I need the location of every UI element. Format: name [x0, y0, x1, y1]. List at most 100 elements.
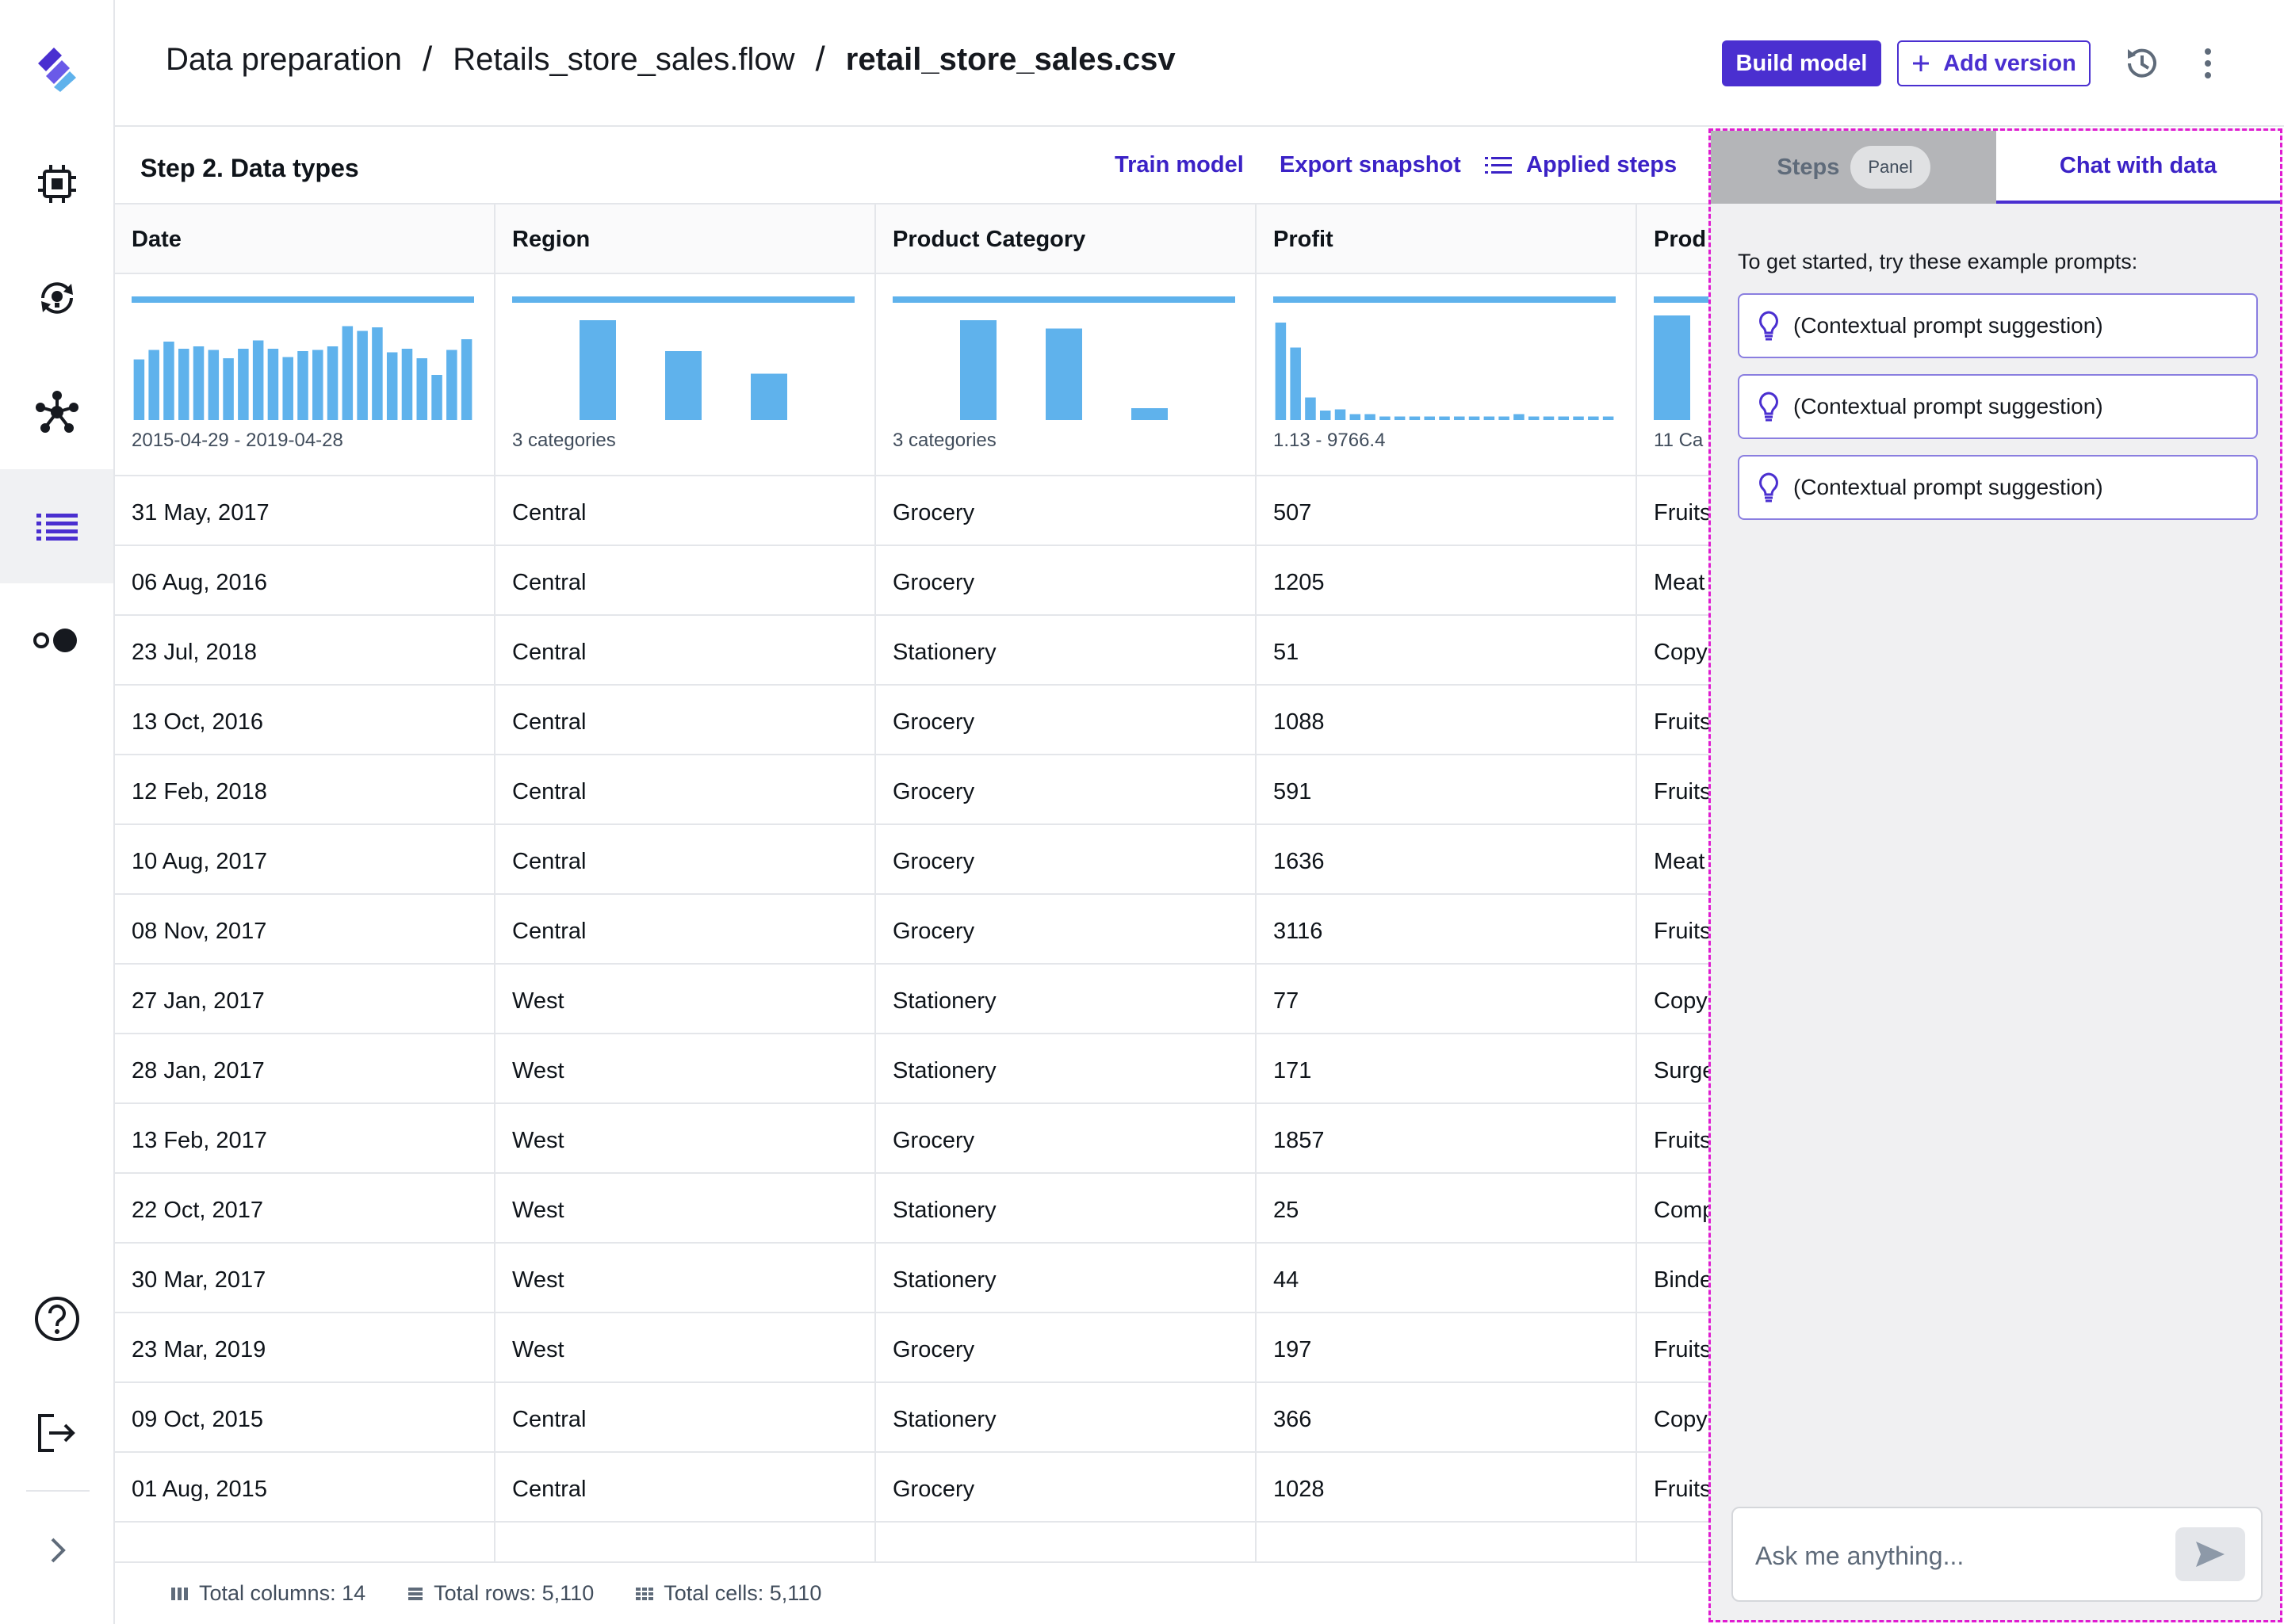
table-cell[interactable]: Central	[495, 755, 874, 825]
nav-refresh[interactable]	[0, 241, 113, 355]
build-model-button[interactable]: Build model	[1722, 40, 1881, 86]
table-cell[interactable]: 13 Feb, 2017	[115, 1104, 494, 1174]
table-cell[interactable]: Central	[495, 686, 874, 755]
table-cell[interactable]: 13 Oct, 2016	[115, 686, 494, 755]
export-snapshot-link[interactable]: Export snapshot	[1280, 152, 1461, 178]
table-cell[interactable]: 23 Mar, 2019	[115, 1313, 494, 1383]
table-cell[interactable]: 10 Aug, 2017	[115, 825, 494, 895]
table-cell[interactable]: Grocery	[876, 1104, 1255, 1174]
table-cell[interactable]: 01 Aug, 2015	[115, 1453, 494, 1523]
table-cell[interactable]: 1636	[1257, 825, 1636, 895]
column-histogram[interactable]: 2015-04-29 - 2019-04-28	[115, 274, 494, 476]
breadcrumb-data-preparation[interactable]: Data preparation	[166, 41, 402, 77]
table-cell[interactable]: 1857	[1257, 1104, 1636, 1174]
table-cell[interactable]: 197	[1257, 1313, 1636, 1383]
table-cell[interactable]: West	[495, 1174, 874, 1244]
column-histogram[interactable]: 1.13 - 9766.4	[1257, 274, 1636, 476]
table-cell[interactable]: 51	[1257, 616, 1636, 686]
table-cell[interactable]: 22 Oct, 2017	[115, 1174, 494, 1244]
table-cell[interactable]: Fruits	[1637, 1313, 1708, 1383]
table-cell[interactable]: 171	[1257, 1034, 1636, 1104]
table-cell[interactable]: 08 Nov, 2017	[115, 895, 494, 965]
table-cell[interactable]: Copy	[1637, 616, 1708, 686]
table-cell[interactable]: 25	[1257, 1174, 1636, 1244]
table-cell[interactable]: Stationery	[876, 1244, 1255, 1313]
column-header[interactable]: Region	[495, 204, 874, 274]
column-header[interactable]: Product Category	[876, 204, 1255, 274]
add-version-button[interactable]: Add version	[1897, 40, 2091, 86]
table-cell[interactable]: 1205	[1257, 546, 1636, 616]
table-cell[interactable]: Meat	[1637, 546, 1708, 616]
table-cell[interactable]: Central	[495, 1453, 874, 1523]
table-cell[interactable]: Fruits	[1637, 476, 1708, 546]
table-cell[interactable]: Central	[495, 546, 874, 616]
table-cell[interactable]: 1028	[1257, 1453, 1636, 1523]
table-cell[interactable]: Fruits	[1637, 1104, 1708, 1174]
column-header[interactable]: Profit	[1257, 204, 1636, 274]
table-cell[interactable]: 09 Oct, 2015	[115, 1383, 494, 1453]
table-cell[interactable]: West	[495, 965, 874, 1034]
ask-input[interactable]	[1755, 1532, 2183, 1580]
table-cell[interactable]: Grocery	[876, 1313, 1255, 1383]
table-cell[interactable]: Grocery	[876, 476, 1255, 546]
column-histogram[interactable]: 11 Ca	[1637, 274, 1708, 476]
table-cell[interactable]: Grocery	[876, 755, 1255, 825]
expand-rail-button[interactable]	[0, 1493, 113, 1607]
table-cell[interactable]: West	[495, 1034, 874, 1104]
table-cell[interactable]: West	[495, 1313, 874, 1383]
table-cell[interactable]: Copy	[1637, 1383, 1708, 1453]
table-cell[interactable]: Stationery	[876, 1174, 1255, 1244]
applied-steps-link[interactable]: Applied steps	[1485, 152, 1677, 178]
table-cell[interactable]: Binde	[1637, 1244, 1708, 1313]
table-cell[interactable]: Central	[495, 895, 874, 965]
table-cell[interactable]: Meat	[1637, 825, 1708, 895]
table-cell[interactable]: Surge	[1637, 1034, 1708, 1104]
table-cell[interactable]: 1088	[1257, 686, 1636, 755]
table-cell[interactable]: 77	[1257, 965, 1636, 1034]
nav-help[interactable]	[0, 1262, 113, 1376]
nav-network[interactable]	[0, 355, 113, 469]
table-cell[interactable]: 28 Jan, 2017	[115, 1034, 494, 1104]
table-cell[interactable]: 12 Feb, 2018	[115, 755, 494, 825]
table-cell[interactable]: Grocery	[876, 1453, 1255, 1523]
table-cell[interactable]: Stationery	[876, 1034, 1255, 1104]
table-cell[interactable]: Central	[495, 1383, 874, 1453]
history-button[interactable]	[2123, 44, 2161, 82]
more-options-button[interactable]	[2196, 44, 2220, 82]
table-cell[interactable]: Fruits	[1637, 1453, 1708, 1523]
table-cell[interactable]: Fruits	[1637, 895, 1708, 965]
column-header[interactable]: Prod	[1637, 204, 1708, 274]
table-cell[interactable]: 23 Jul, 2018	[115, 616, 494, 686]
table-cell[interactable]: 30 Mar, 2017	[115, 1244, 494, 1313]
table-cell[interactable]: Central	[495, 616, 874, 686]
column-histogram[interactable]: 3 categories	[876, 274, 1255, 476]
app-logo[interactable]	[0, 11, 113, 125]
prompt-suggestion[interactable]: (Contextual prompt suggestion)	[1738, 293, 2258, 358]
table-cell[interactable]: Copy	[1637, 965, 1708, 1034]
table-cell[interactable]: Grocery	[876, 686, 1255, 755]
breadcrumb-flow[interactable]: Retails_store_sales.flow	[453, 41, 795, 77]
table-cell[interactable]: Grocery	[876, 546, 1255, 616]
table-cell[interactable]: 27 Jan, 2017	[115, 965, 494, 1034]
nav-data-list[interactable]	[0, 469, 113, 583]
table-cell[interactable]: Central	[495, 476, 874, 546]
table-cell[interactable]: 591	[1257, 755, 1636, 825]
table-cell[interactable]: Central	[495, 825, 874, 895]
table-cell[interactable]: West	[495, 1104, 874, 1174]
table-cell[interactable]: 31 May, 2017	[115, 476, 494, 546]
table-cell[interactable]: Stationery	[876, 1383, 1255, 1453]
tab-chat-with-data[interactable]: Chat with data	[1996, 131, 2280, 204]
column-histogram[interactable]: 3 categories	[495, 274, 874, 476]
train-model-link[interactable]: Train model	[1115, 152, 1244, 178]
tab-steps[interactable]: Steps Panel	[1711, 131, 1996, 204]
prompt-suggestion[interactable]: (Contextual prompt suggestion)	[1738, 455, 2258, 520]
table-cell[interactable]: 366	[1257, 1383, 1636, 1453]
table-cell[interactable]: Stationery	[876, 616, 1255, 686]
nav-sign-out[interactable]	[0, 1376, 113, 1490]
table-cell[interactable]: Grocery	[876, 895, 1255, 965]
table-cell[interactable]: Stationery	[876, 965, 1255, 1034]
table-cell[interactable]: Fruits	[1637, 686, 1708, 755]
send-button[interactable]	[2175, 1527, 2245, 1581]
table-cell[interactable]: Fruits	[1637, 755, 1708, 825]
nav-compute[interactable]	[0, 127, 113, 241]
